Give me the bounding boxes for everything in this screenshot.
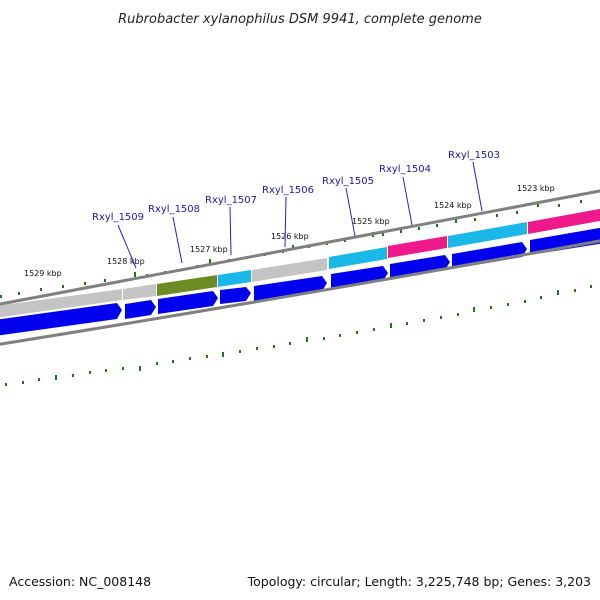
- gene-arrow: [220, 287, 251, 304]
- genome-title: Rubrobacter xylanophilus DSM 9941, compl…: [118, 12, 482, 27]
- gene-arrow: [452, 242, 527, 269]
- kbp-label-1528: 1528 kbp: [107, 257, 145, 266]
- gene-arrow: [530, 227, 600, 255]
- gene-feature-gray: [252, 258, 327, 282]
- gene-label-rxyl-1505: Rxyl_1505: [322, 176, 374, 187]
- gene-label-rxyl-1504: Rxyl_1504: [379, 164, 431, 175]
- inner-tick-marks: [5, 285, 592, 386]
- kbp-label-1523: 1523 kbp: [517, 184, 555, 193]
- gene-leader-lines: [117, 161, 483, 269]
- gene-arrow: [390, 255, 450, 279]
- kbp-label-1529: 1529 kbp: [24, 269, 62, 278]
- gene-strand-track: [0, 227, 600, 336]
- kbp-label-1525: 1525 kbp: [352, 217, 390, 226]
- backbone-upper: [0, 189, 600, 306]
- gene-arrow: [331, 266, 388, 289]
- gene-label-rxyl-1509: Rxyl_1509: [92, 212, 144, 223]
- kbp-label-1527: 1527 kbp: [190, 245, 228, 254]
- gene-label-rxyl-1506: Rxyl_1506: [262, 185, 314, 196]
- gene-label-rxyl-1507: Rxyl_1507: [205, 195, 257, 206]
- backbone-lower: [0, 239, 600, 346]
- gene-arrow: [254, 276, 327, 301]
- gene-feature-cyan: [218, 270, 251, 287]
- gene-feature-olive: [157, 275, 217, 296]
- topology-text: Topology: circular; Length: 3,225,748 bp…: [247, 574, 591, 589]
- gene-feature-track: [0, 208, 600, 318]
- gene-feature-magenta: [528, 208, 600, 234]
- gene-arrow: [0, 303, 122, 336]
- gene-arrow: [158, 291, 218, 314]
- gene-feature-gray: [123, 284, 156, 300]
- kbp-label-1524: 1524 kbp: [434, 201, 472, 210]
- accession-text: Accession: NC_008148: [9, 574, 151, 589]
- gene-feature-cyan: [329, 247, 387, 269]
- gene-feature-cyan: [448, 222, 527, 248]
- gene-label-rxyl-1503: Rxyl_1503: [448, 150, 500, 161]
- gene-feature-gray: [0, 289, 122, 318]
- gene-arrow: [125, 300, 156, 319]
- kbp-label-1526: 1526 kbp: [271, 232, 309, 241]
- gene-label-rxyl-1508: Rxyl_1508: [148, 204, 200, 215]
- gene-feature-magenta: [388, 236, 447, 258]
